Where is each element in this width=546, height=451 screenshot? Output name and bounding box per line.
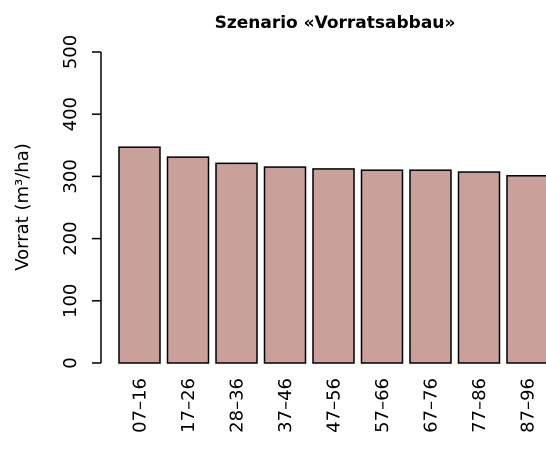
x-tick-label: 67–76 xyxy=(421,378,442,433)
bar xyxy=(118,146,161,364)
x-tick-label: 57–66 xyxy=(372,378,393,433)
x-tick-label: 47–56 xyxy=(324,378,345,433)
x-tick-label: 28–36 xyxy=(227,378,248,433)
y-tick-label: 300 xyxy=(60,159,81,193)
bar xyxy=(312,168,355,364)
bar xyxy=(360,169,404,364)
bar xyxy=(263,166,307,364)
y-tick-label: 400 xyxy=(60,97,81,131)
x-tick-label: 87–96 xyxy=(518,378,539,433)
x-tick-label: 07–16 xyxy=(130,378,151,433)
bar xyxy=(457,171,501,364)
y-tick-label: 200 xyxy=(60,221,81,255)
y-axis-label: Vorrat (m³/ha) xyxy=(12,143,33,271)
bar xyxy=(166,156,210,364)
y-tick-label: 0 xyxy=(60,357,81,368)
chart-title: Szenario «Vorratsabbau» xyxy=(215,13,456,33)
x-tick-label: 37–46 xyxy=(275,378,296,433)
x-tick-label: 77–86 xyxy=(469,378,490,433)
y-tick-label: 500 xyxy=(60,35,81,69)
y-tick-label: 100 xyxy=(60,284,81,318)
bar xyxy=(506,175,546,364)
bar xyxy=(409,169,452,364)
bar xyxy=(215,162,258,364)
x-tick-label: 17–26 xyxy=(178,378,199,433)
